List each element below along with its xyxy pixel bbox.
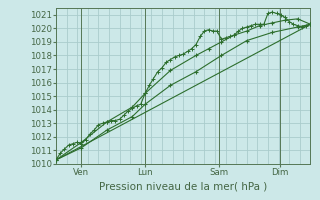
X-axis label: Pression niveau de la mer( hPa ): Pression niveau de la mer( hPa ) xyxy=(99,181,267,191)
